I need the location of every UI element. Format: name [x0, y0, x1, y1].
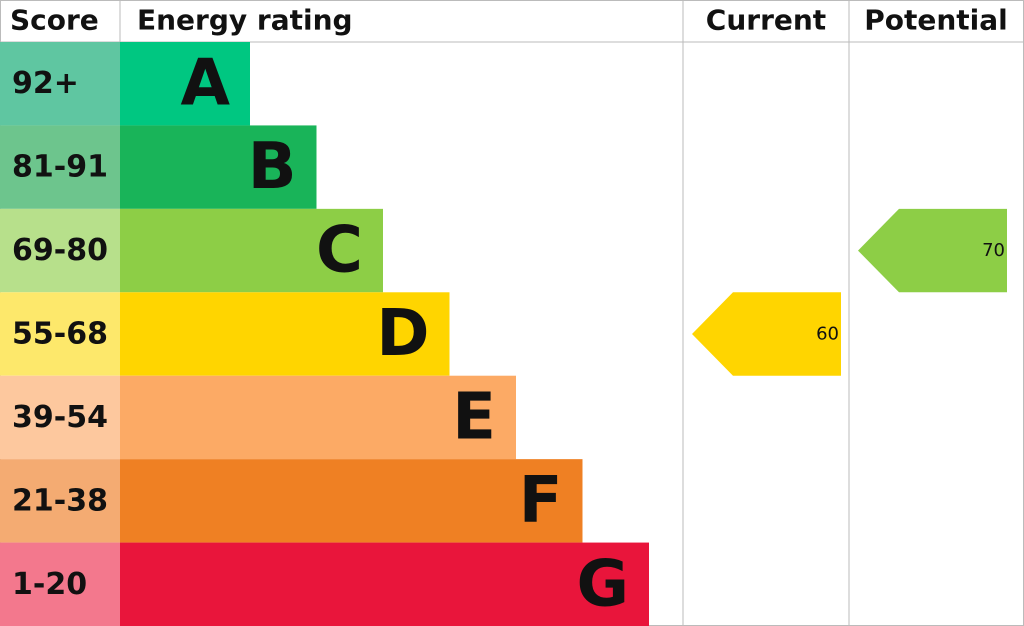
rating-letter: G: [576, 547, 629, 621]
current-arrow: [692, 292, 841, 376]
rating-bar: [120, 125, 317, 209]
rating-bar: [120, 292, 450, 376]
rating-letter: E: [452, 380, 496, 454]
rating-letter: D: [376, 297, 429, 371]
current-value: 60: [816, 324, 839, 345]
score-cell: [0, 125, 120, 209]
score-label: 55-68: [12, 317, 108, 352]
rating-letter: A: [180, 47, 230, 121]
score-cell: [0, 542, 120, 626]
score-label: 81-91: [12, 150, 108, 185]
header-potential: Potential: [864, 4, 1008, 37]
score-cell: [0, 42, 120, 126]
score-label: 69-80: [12, 233, 108, 268]
rating-letter: F: [519, 464, 563, 538]
score-cell: [0, 375, 120, 460]
potential-arrow: [858, 208, 1007, 293]
rating-letter: C: [316, 214, 363, 288]
score-label: 1-20: [12, 567, 87, 602]
rating-bar: [120, 375, 516, 460]
header-current: Current: [706, 4, 826, 37]
score-label: 21-38: [12, 483, 108, 518]
score-label: 39-54: [12, 400, 108, 435]
score-label: 92+: [12, 66, 79, 101]
rating-bar: [120, 459, 583, 543]
score-cell: [0, 208, 120, 293]
score-cell: [0, 292, 120, 376]
rating-bar: [120, 42, 250, 126]
score-cell: [0, 459, 120, 543]
rating-letter: B: [248, 130, 297, 204]
header-rating: Energy rating: [137, 4, 353, 37]
potential-value: 70: [982, 240, 1005, 261]
rating-bar: [120, 208, 383, 293]
rating-bar: [120, 542, 649, 626]
header-score: Score: [10, 4, 99, 37]
